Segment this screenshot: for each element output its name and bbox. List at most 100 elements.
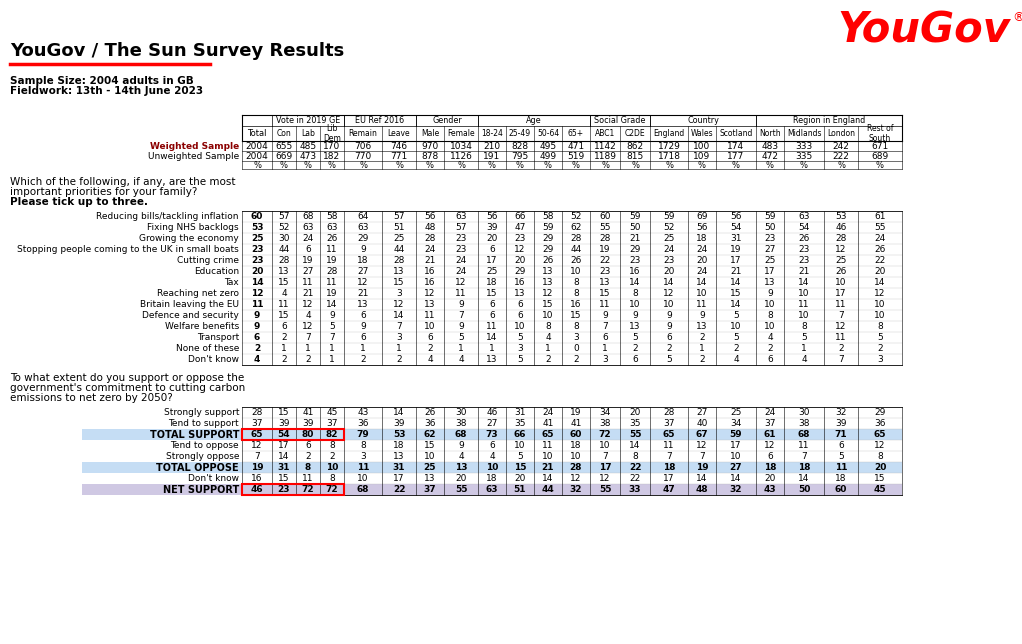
Text: 25: 25 — [424, 463, 436, 472]
Text: Age: Age — [526, 116, 542, 125]
Text: 34: 34 — [731, 419, 742, 428]
Text: 6: 6 — [490, 300, 495, 309]
Text: 35: 35 — [630, 419, 641, 428]
Text: 25: 25 — [486, 267, 498, 276]
Text: 5: 5 — [801, 333, 807, 342]
Text: 36: 36 — [358, 419, 369, 428]
Text: Midlands: Midlands — [787, 129, 822, 138]
Text: Vote in 2019 GE: Vote in 2019 GE — [276, 116, 340, 125]
Text: 14: 14 — [731, 278, 742, 287]
Text: 15: 15 — [514, 463, 526, 472]
Text: emissions to net zero by 2050?: emissions to net zero by 2050? — [10, 393, 173, 403]
Text: 72: 72 — [301, 485, 315, 494]
Text: 24: 24 — [696, 267, 707, 276]
Text: %: % — [631, 160, 639, 169]
Text: 15: 15 — [393, 278, 405, 287]
Text: EU Ref 2016: EU Ref 2016 — [356, 116, 405, 125]
Text: Remain: Remain — [349, 129, 377, 138]
Bar — [82, 484, 902, 495]
Text: 59: 59 — [543, 223, 554, 232]
Text: %: % — [426, 160, 434, 169]
Text: 55: 55 — [455, 485, 467, 494]
Text: 61: 61 — [874, 212, 886, 221]
Text: 2004: 2004 — [245, 142, 269, 151]
Text: 25: 25 — [393, 234, 405, 243]
Text: Weighted Sample: Weighted Sample — [150, 142, 239, 151]
Text: NET SUPPORT: NET SUPPORT — [162, 484, 239, 495]
Text: 65: 65 — [662, 430, 676, 439]
Text: 9: 9 — [253, 311, 261, 320]
Text: 828: 828 — [511, 142, 528, 151]
Text: 6: 6 — [838, 441, 844, 450]
Text: Female: Female — [448, 129, 475, 138]
Text: 63: 63 — [485, 485, 499, 494]
Text: 66: 66 — [514, 430, 526, 439]
Text: 12: 12 — [250, 289, 264, 298]
Text: 57: 57 — [393, 212, 405, 221]
Text: 37: 37 — [326, 419, 337, 428]
Text: 38: 38 — [599, 419, 611, 428]
Text: 15: 15 — [278, 311, 290, 320]
Text: 2: 2 — [699, 355, 705, 364]
Text: 56: 56 — [424, 212, 435, 221]
Text: %: % — [837, 160, 845, 169]
Text: 63: 63 — [358, 223, 369, 232]
Text: 7: 7 — [254, 452, 260, 461]
Text: 12: 12 — [358, 278, 369, 287]
Text: 26: 26 — [835, 267, 846, 276]
Text: 29: 29 — [543, 234, 554, 243]
Text: TOTAL OPPOSE: TOTAL OPPOSE — [156, 462, 239, 473]
Text: 25: 25 — [835, 256, 846, 265]
Text: 2: 2 — [838, 344, 844, 353]
Text: 23: 23 — [599, 267, 611, 276]
Text: 10: 10 — [696, 289, 708, 298]
Text: 878: 878 — [421, 151, 438, 160]
Text: %: % — [394, 160, 403, 169]
Text: 13: 13 — [543, 267, 554, 276]
Text: 6: 6 — [517, 300, 523, 309]
Text: 2: 2 — [733, 344, 739, 353]
Text: 706: 706 — [355, 142, 372, 151]
Text: 23: 23 — [798, 256, 809, 265]
Text: ®: ® — [1012, 12, 1022, 24]
Text: 27: 27 — [358, 267, 369, 276]
Text: 1: 1 — [458, 344, 464, 353]
Text: 9: 9 — [329, 311, 335, 320]
Text: 17: 17 — [731, 256, 742, 265]
Text: 11: 11 — [250, 300, 264, 309]
Text: 15: 15 — [278, 408, 290, 417]
Text: 11: 11 — [486, 322, 498, 331]
Text: Scotland: Scotland — [719, 129, 752, 138]
Text: 746: 746 — [390, 142, 408, 151]
Bar — [242, 429, 344, 440]
Text: 6: 6 — [490, 311, 495, 320]
Text: 67: 67 — [696, 430, 708, 439]
Text: 20: 20 — [764, 474, 776, 483]
Text: 15: 15 — [424, 441, 435, 450]
Text: 82: 82 — [326, 430, 338, 439]
Text: 10: 10 — [798, 311, 809, 320]
Text: 13: 13 — [486, 355, 498, 364]
Text: 10: 10 — [543, 452, 554, 461]
Text: 1: 1 — [281, 344, 287, 353]
Text: 23: 23 — [663, 256, 675, 265]
Text: 1: 1 — [490, 344, 495, 353]
Text: 11: 11 — [424, 311, 435, 320]
Text: 13: 13 — [455, 463, 467, 472]
Text: 11: 11 — [303, 278, 314, 287]
Text: 15: 15 — [731, 289, 742, 298]
Text: 18: 18 — [662, 463, 676, 472]
Text: Lib
Dem: Lib Dem — [323, 124, 341, 143]
Bar — [82, 462, 902, 473]
Text: 12: 12 — [696, 441, 707, 450]
Text: 36: 36 — [424, 419, 435, 428]
Text: 50: 50 — [798, 485, 810, 494]
Text: 45: 45 — [326, 408, 337, 417]
Text: 5: 5 — [633, 333, 638, 342]
Text: 2: 2 — [699, 333, 705, 342]
Text: 47: 47 — [514, 223, 525, 232]
Text: 12: 12 — [456, 278, 467, 287]
Text: 15: 15 — [486, 289, 498, 298]
Text: 13: 13 — [514, 289, 525, 298]
Text: 28: 28 — [278, 256, 289, 265]
